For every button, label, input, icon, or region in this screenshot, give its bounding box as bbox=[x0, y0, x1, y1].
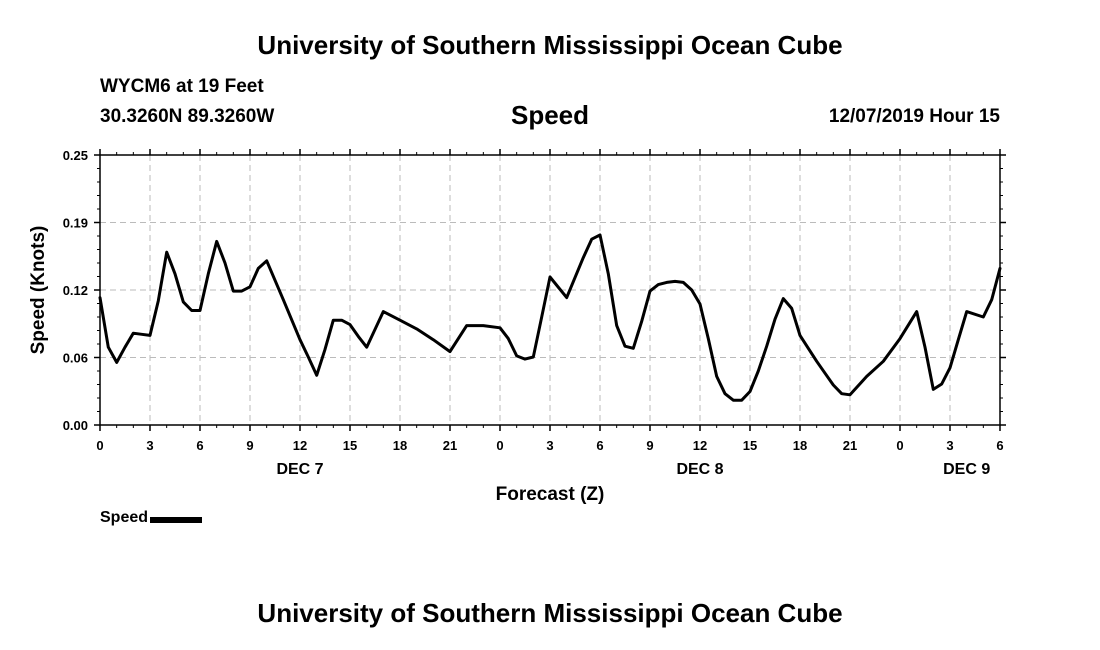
x-tick-label: 12 bbox=[293, 438, 307, 453]
x-tick-label: 6 bbox=[996, 438, 1003, 453]
x-tick-label: 9 bbox=[646, 438, 653, 453]
x-axis-title: Forecast (Z) bbox=[496, 484, 605, 505]
x-tick-label: 6 bbox=[596, 438, 603, 453]
x-tick-label: 18 bbox=[393, 438, 407, 453]
x-tick-label: 3 bbox=[146, 438, 153, 453]
x-tick-label: 15 bbox=[743, 438, 757, 453]
y-tick-label: 0.00 bbox=[63, 418, 88, 433]
chart-legend: Speed bbox=[100, 509, 203, 527]
x-tick-label: 3 bbox=[946, 438, 953, 453]
chart-subtitle: Speed bbox=[510, 100, 590, 130]
station-label: WYCM6 at 19 Feet bbox=[100, 76, 264, 97]
day-label: DEC 8 bbox=[676, 461, 723, 478]
x-tick-label: 15 bbox=[343, 438, 357, 453]
day-label: DEC 7 bbox=[276, 461, 323, 478]
x-tick-label: 0 bbox=[496, 438, 503, 453]
x-tick-label: 21 bbox=[443, 438, 457, 453]
day-label: DEC 9 bbox=[943, 461, 990, 478]
x-tick-label: 21 bbox=[843, 438, 857, 453]
x-tick-label: 6 bbox=[196, 438, 203, 453]
station-coordinates: 30.3260N 89.3260W bbox=[100, 106, 275, 127]
legend-swatch-speed bbox=[150, 516, 203, 523]
chart-main-title: University of Southern Mississippi Ocean… bbox=[257, 30, 843, 60]
y-tick-label: 0.25 bbox=[63, 148, 88, 163]
y-tick-label: 0.06 bbox=[63, 351, 88, 366]
legend-label-speed: Speed bbox=[100, 509, 149, 526]
forecast-run-time: 12/07/2019 Hour 15 bbox=[828, 106, 1000, 127]
footer-title: University of Southern Mississippi Ocean… bbox=[257, 598, 843, 628]
x-tick-label: 0 bbox=[96, 438, 103, 453]
plot-frame bbox=[99, 154, 1001, 426]
y-tick-label: 0.12 bbox=[63, 283, 88, 298]
x-tick-label: 3 bbox=[546, 438, 553, 453]
y-tick-label: 0.19 bbox=[63, 216, 88, 231]
x-tick-label: 9 bbox=[246, 438, 253, 453]
x-tick-label: 18 bbox=[793, 438, 807, 453]
series-line-speed bbox=[98, 233, 1002, 402]
x-tick-label: 12 bbox=[693, 438, 707, 453]
x-tick-label: 0 bbox=[896, 438, 903, 453]
y-axis-title: Speed (Knots) bbox=[28, 226, 49, 355]
